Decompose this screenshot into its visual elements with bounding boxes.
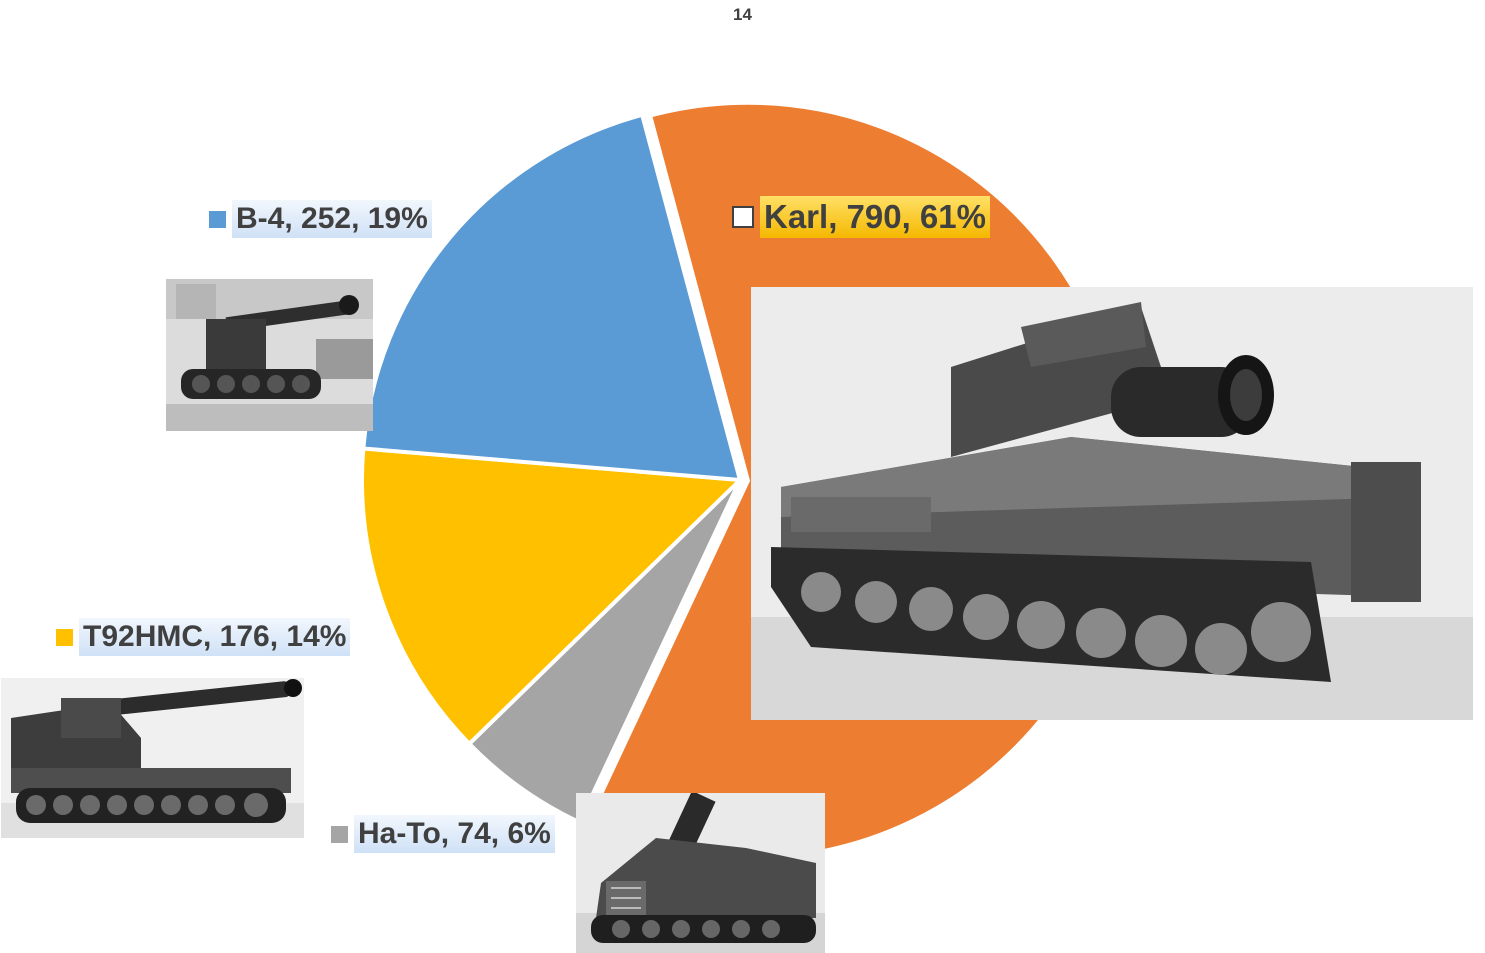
ha-to-swatch xyxy=(331,825,348,843)
data-label-text: Karl, 790, 61% xyxy=(760,196,990,238)
data-label-text: B-4, 252, 19% xyxy=(232,200,432,238)
t92hmc-howitzer-photo xyxy=(1,678,304,838)
data-label-ha-to: Ha-To, 74, 6% xyxy=(331,815,555,853)
t92hmc-swatch xyxy=(56,628,73,646)
data-label-text: T92HMC, 176, 14% xyxy=(79,618,351,656)
b4-howitzer-photo xyxy=(166,279,373,431)
ha-to-mortar-photo xyxy=(576,793,825,953)
data-label-t92hmc: T92HMC, 176, 14% xyxy=(56,618,351,656)
chart-title: 14 xyxy=(733,5,752,24)
data-label-karl: Karl, 790, 61% xyxy=(732,196,990,238)
data-label-b4: B-4, 252, 19% xyxy=(209,200,432,238)
data-label-text: Ha-To, 74, 6% xyxy=(354,815,555,853)
karl-mortar-photo xyxy=(751,287,1473,720)
pie-slice-t92hmc xyxy=(360,446,745,747)
karl-swatch xyxy=(732,206,754,228)
b4-swatch xyxy=(209,210,226,228)
